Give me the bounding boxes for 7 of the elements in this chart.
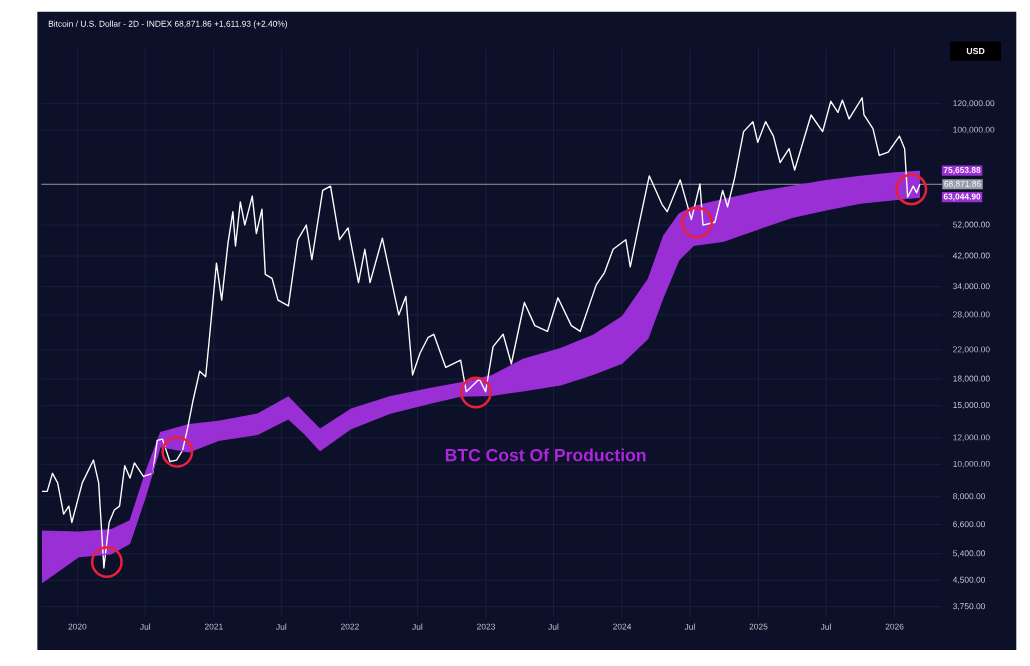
annotation: BTC Cost Of Production (445, 448, 646, 462)
point (90, 546, 123, 579)
point (161, 436, 194, 468)
point (895, 173, 928, 206)
line-series (41, 97, 921, 569)
point (681, 206, 713, 239)
point (459, 376, 492, 409)
